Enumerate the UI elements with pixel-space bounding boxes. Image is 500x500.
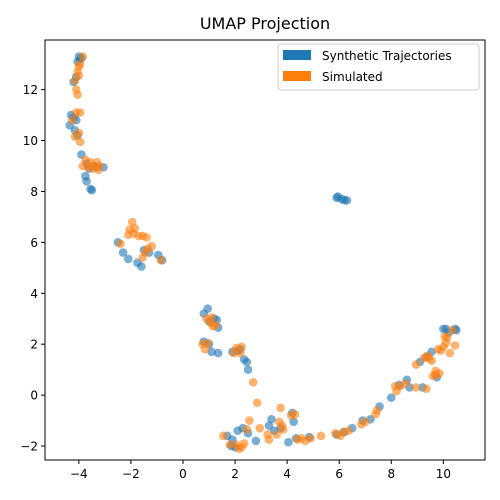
data-point-simulated-64 <box>276 403 285 413</box>
y-tick-label: 4 <box>30 287 38 301</box>
data-point-simulated-68 <box>290 409 300 419</box>
y-tick-label: −2 <box>20 440 38 454</box>
x-tick-label: −4 <box>70 467 88 481</box>
legend-box <box>277 43 480 91</box>
data-point-synthetic-75 <box>386 393 396 402</box>
data-point-simulated-34 <box>138 253 147 262</box>
x-tick-label: 2 <box>231 467 239 481</box>
data-point-simulated-66 <box>278 425 288 434</box>
chart-title: UMAP Projection <box>200 14 330 33</box>
y-tick-label: 0 <box>30 389 38 403</box>
x-tick-label: 10 <box>436 467 451 481</box>
y-tick-label: 8 <box>30 185 38 199</box>
data-point-simulated-86 <box>411 383 421 392</box>
data-point-simulated-79 <box>360 417 370 427</box>
data-point-synthetic-24 <box>124 254 133 264</box>
data-point-synthetic-61 <box>267 414 276 424</box>
data-point-simulated-36 <box>124 230 133 240</box>
data-point-synthetic-23 <box>118 248 128 257</box>
data-point-simulated-44 <box>200 344 210 354</box>
data-point-simulated-85 <box>401 379 410 388</box>
data-point-simulated-104 <box>441 338 451 348</box>
data-point-simulated-48 <box>235 348 245 358</box>
data-point-simulated-73 <box>316 431 326 441</box>
data-point-simulated-52 <box>225 440 235 450</box>
legend-label-synthetic: Synthetic Trajectories <box>322 49 452 63</box>
y-tick-label: 10 <box>23 134 38 148</box>
data-point-simulated-35 <box>156 255 166 265</box>
data-point-simulated-101 <box>445 348 455 358</box>
legend-swatch-simulated <box>283 71 311 81</box>
data-point-synthetic-59 <box>251 436 261 446</box>
data-point-simulated-7 <box>73 90 82 100</box>
data-point-simulated-13 <box>75 137 85 147</box>
data-point-simulated-31 <box>147 241 157 251</box>
data-point-synthetic-16 <box>82 176 91 186</box>
data-point-simulated-23 <box>116 239 125 248</box>
data-point-simulated-5 <box>74 71 84 80</box>
data-point-simulated-50 <box>252 398 262 408</box>
data-point-synthetic-34 <box>340 196 349 205</box>
data-point-synthetic-45 <box>213 348 223 358</box>
data-point-simulated-22 <box>78 161 88 171</box>
data-point-simulated-21 <box>94 165 103 175</box>
data-point-simulated-32 <box>142 232 151 242</box>
data-point-simulated-72 <box>306 434 315 443</box>
data-point-simulated-77 <box>344 426 353 436</box>
data-point-simulated-58 <box>245 416 254 425</box>
data-point-simulated-56 <box>239 439 249 448</box>
x-tick-label: 8 <box>387 467 395 481</box>
y-tick-label: 2 <box>30 338 38 352</box>
data-point-synthetic-37 <box>203 304 213 313</box>
data-point-simulated-105 <box>435 369 444 378</box>
data-point-simulated-81 <box>372 406 382 415</box>
data-point-simulated-59 <box>255 423 265 433</box>
data-point-simulated-87 <box>411 360 421 369</box>
data-point-synthetic-18 <box>87 185 97 195</box>
x-tick-label: 6 <box>335 467 343 481</box>
legend: Synthetic Trajectories Simulated <box>277 43 480 91</box>
data-point-simulated-41 <box>207 313 216 322</box>
data-point-simulated-49 <box>248 378 258 387</box>
data-point-simulated-91 <box>427 356 436 366</box>
ticks-layer: −4 −2 0 2 4 6 8 10 −2 0 2 4 6 8 10 12 <box>20 83 451 481</box>
data-point-synthetic-44 <box>207 347 216 357</box>
legend-label-simulated: Simulated <box>322 70 383 84</box>
x-tick-label: 0 <box>179 467 187 481</box>
data-point-synthetic-35 <box>332 193 341 203</box>
data-point-simulated-62 <box>272 430 282 439</box>
data-point-simulated-103 <box>448 325 457 335</box>
data-point-synthetic-66 <box>284 437 293 447</box>
legend-swatch-synthetic <box>283 50 311 60</box>
data-point-simulated-9 <box>75 108 85 117</box>
data-point-simulated-92 <box>422 384 431 394</box>
y-tick-label: 6 <box>30 236 38 250</box>
data-point-simulated-10 <box>68 115 77 125</box>
data-point-synthetic-50 <box>242 357 252 367</box>
data-point-synthetic-51 <box>243 365 253 374</box>
x-tick-label: 4 <box>283 467 291 481</box>
data-point-simulated-51 <box>219 431 228 441</box>
data-point-synthetic-26 <box>137 262 146 271</box>
x-tick-label: −2 <box>122 467 140 481</box>
data-point-simulated-0 <box>78 52 88 61</box>
data-point-simulated-57 <box>242 425 252 434</box>
data-point-simulated-102 <box>450 341 460 350</box>
axes-frame <box>44 39 486 461</box>
y-tick-label: 12 <box>23 83 38 97</box>
points-layer <box>65 52 461 453</box>
data-point-simulated-61 <box>264 435 274 444</box>
data-point-simulated-43 <box>211 320 220 330</box>
